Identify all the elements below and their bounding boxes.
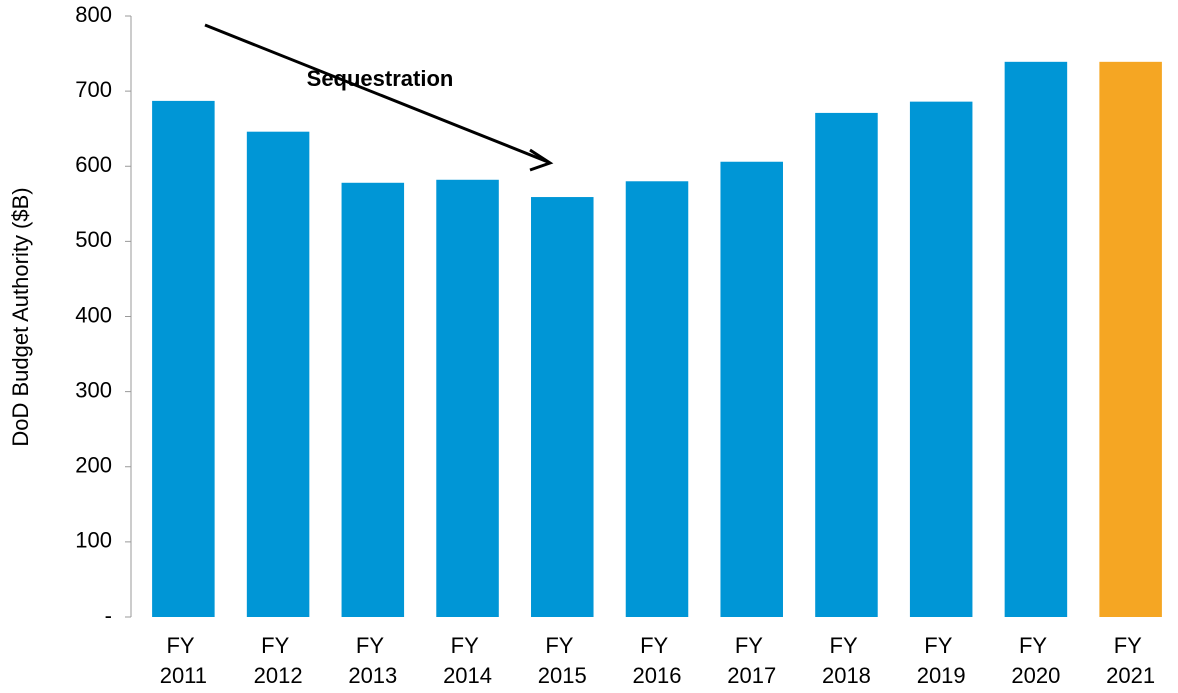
x-tick-label: FY 2020 — [1011, 633, 1060, 688]
annotation-arrowhead — [529, 148, 554, 172]
bar — [625, 181, 689, 617]
y-axis-label: DoD Budget Authority ($B) — [8, 187, 33, 446]
y-tick-label: 300 — [75, 377, 112, 402]
y-tick-label: 500 — [75, 227, 112, 252]
bar — [815, 112, 878, 617]
bar — [909, 101, 973, 617]
y-tick-label: 100 — [75, 528, 112, 553]
bar — [152, 100, 215, 618]
bar — [531, 197, 594, 617]
y-tick-label: 800 — [75, 2, 112, 27]
bar — [341, 182, 405, 617]
x-tick-label: FY 2016 — [633, 633, 682, 688]
bar — [720, 161, 783, 617]
bar — [246, 131, 310, 617]
bar — [436, 179, 499, 617]
x-tick-label: FY 2018 — [822, 633, 871, 688]
x-tick-label: FY 2019 — [917, 633, 966, 688]
y-tick-label: 200 — [75, 453, 112, 478]
x-tick-label: FY 2013 — [348, 633, 397, 688]
annotation: Sequestration — [307, 66, 454, 91]
x-tick-label: FY 2017 — [727, 633, 776, 688]
y-tick-label: 400 — [75, 302, 112, 327]
bar — [1099, 61, 1162, 618]
x-tick-label: FY 2021 — [1106, 633, 1155, 688]
y-tick-label: 700 — [75, 77, 112, 102]
x-tick-label: FY 2011 — [160, 633, 207, 688]
x-tick-label: FY 2015 — [538, 633, 587, 688]
bar — [1004, 61, 1068, 618]
y-tick-label: 600 — [75, 152, 112, 177]
annotation-arrow — [204, 23, 549, 164]
y-tick-label: - — [105, 603, 112, 628]
x-tick-label: FY 2014 — [443, 633, 492, 688]
x-tick-label: FY 2012 — [254, 633, 303, 688]
